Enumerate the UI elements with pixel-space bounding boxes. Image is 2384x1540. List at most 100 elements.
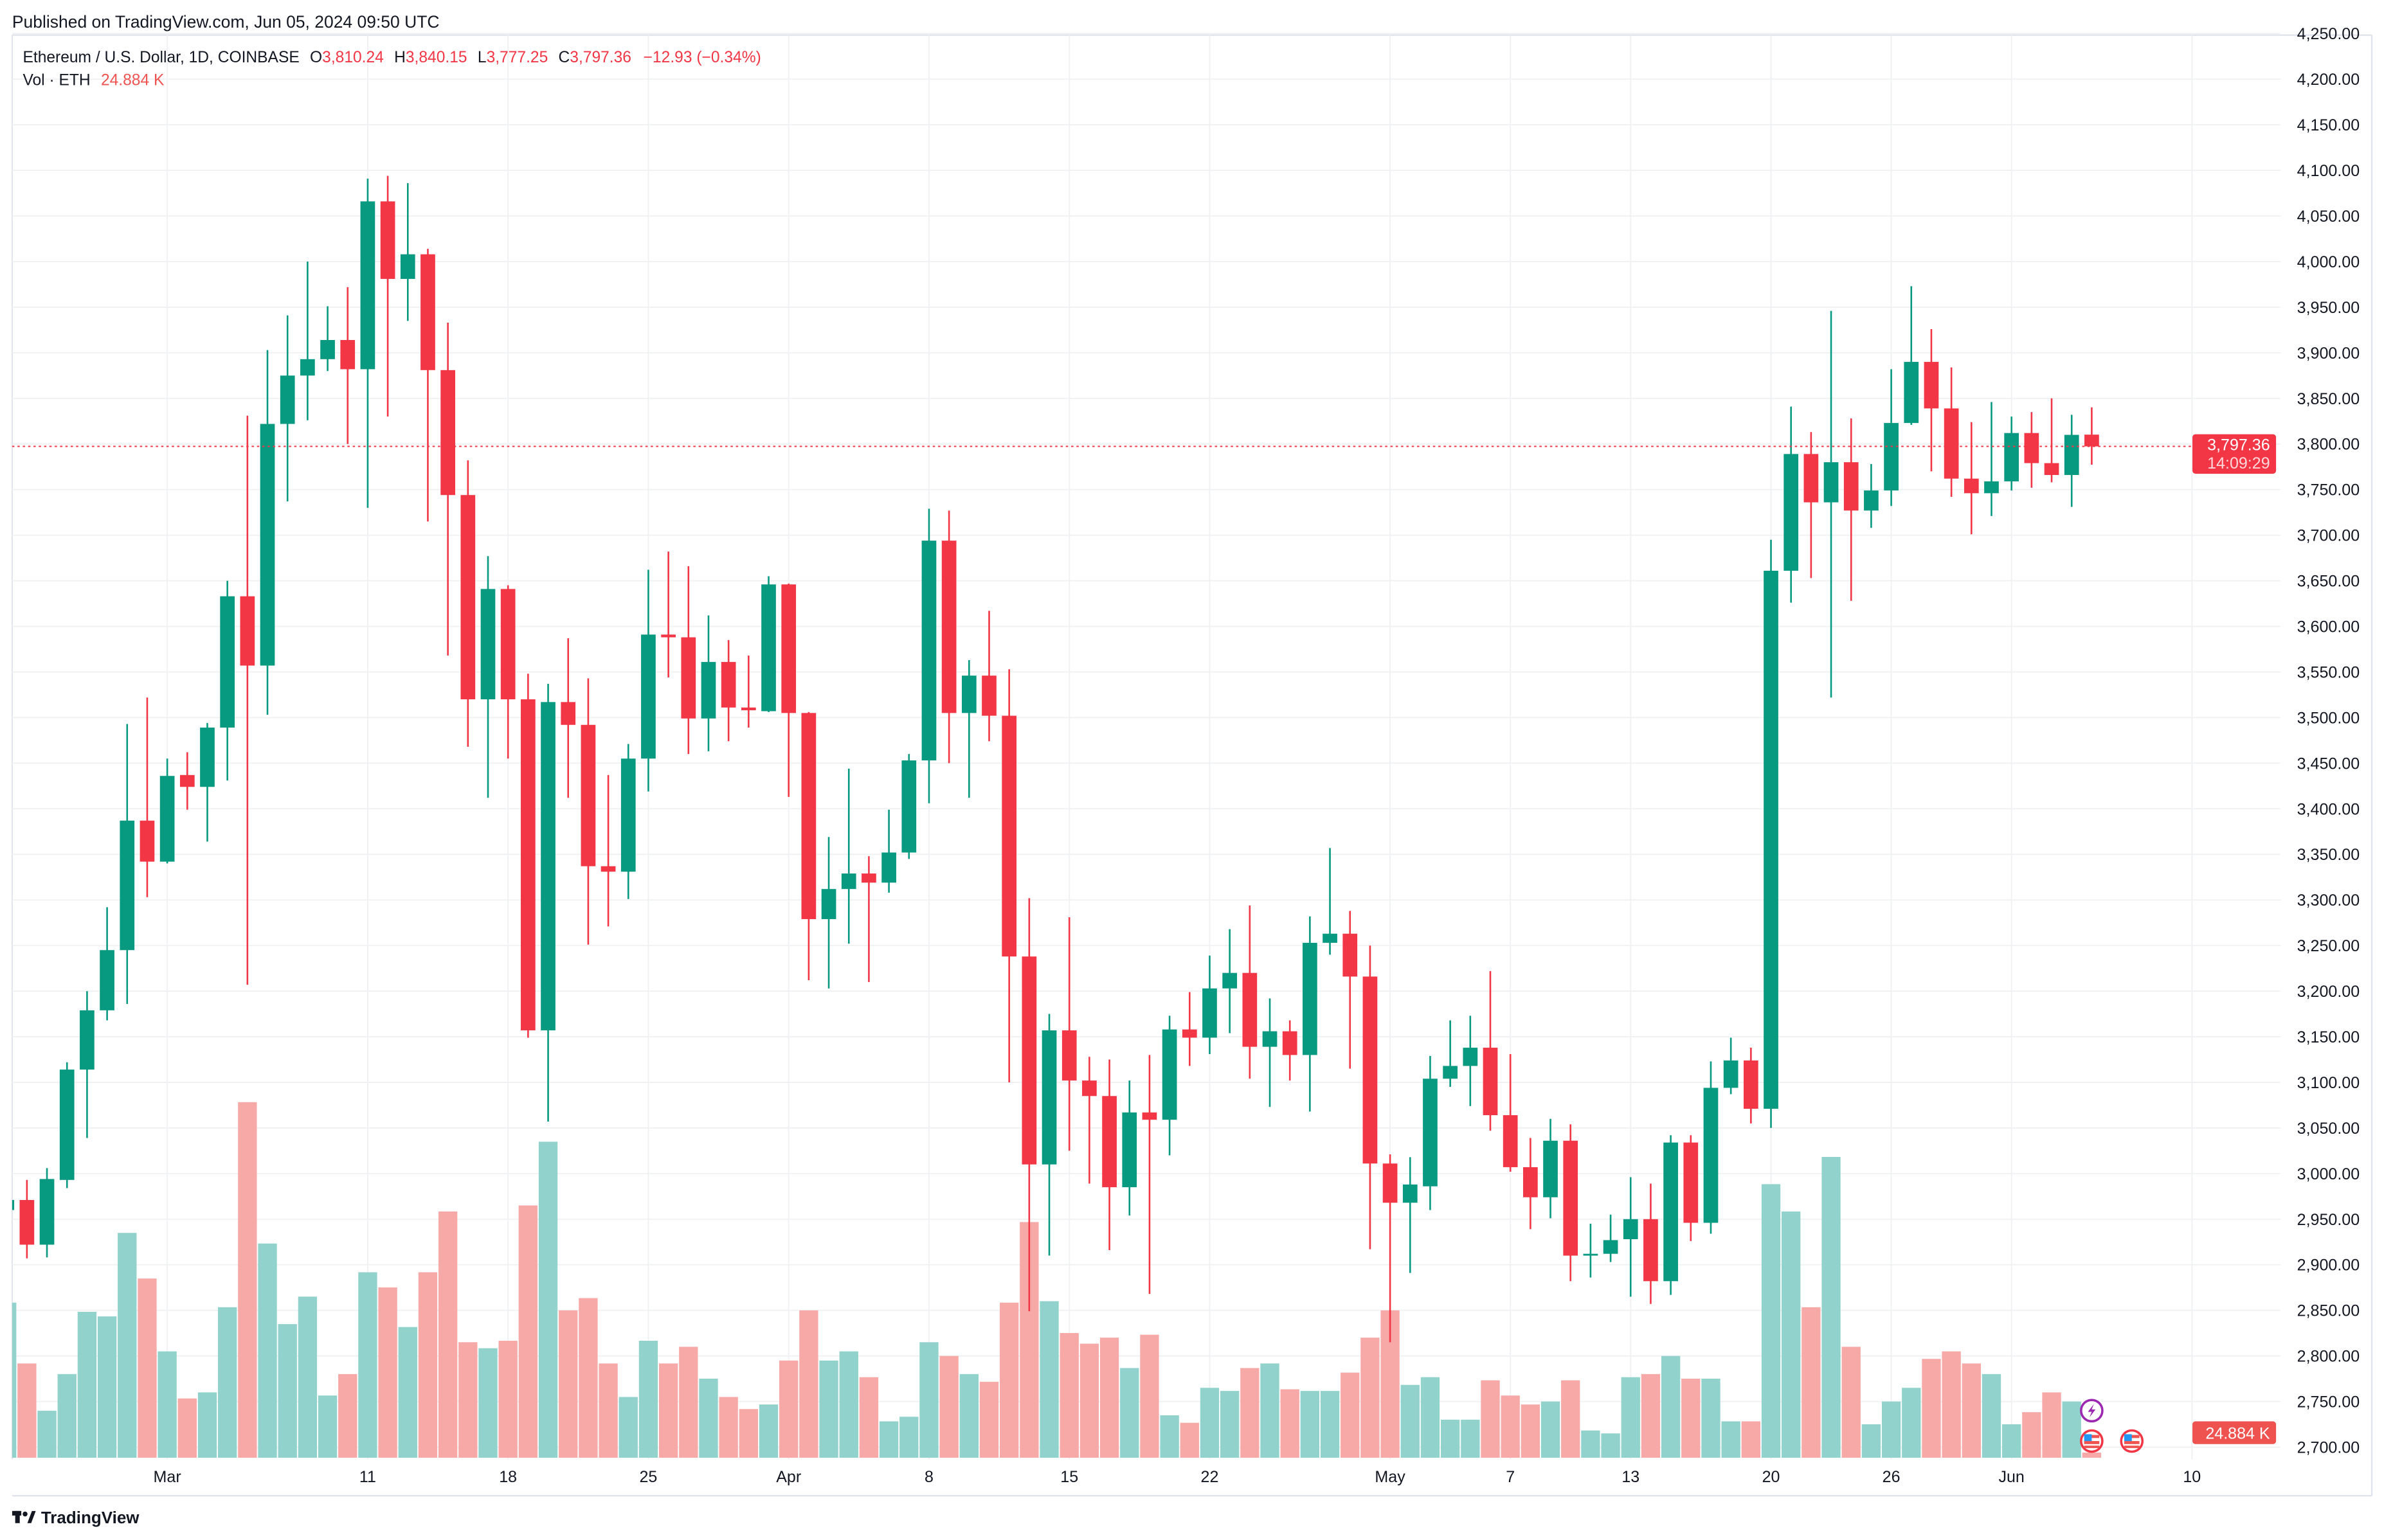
candle-body bbox=[1944, 408, 1959, 479]
candle bbox=[661, 551, 676, 677]
candle-body bbox=[1443, 1066, 1458, 1079]
y-tick-label: 2,800.00 bbox=[2297, 1348, 2360, 1366]
volume-bar bbox=[1120, 1368, 1139, 1458]
volume-bar bbox=[498, 1341, 518, 1458]
volume-bar bbox=[1761, 1184, 1781, 1458]
candle bbox=[1342, 911, 1358, 1069]
volume-bar bbox=[1360, 1338, 1380, 1458]
candle-body bbox=[901, 760, 917, 853]
candle bbox=[1623, 1177, 1638, 1297]
lightning-icon[interactable] bbox=[2080, 1399, 2104, 1423]
volume-bar bbox=[1841, 1347, 1861, 1458]
candle bbox=[39, 1168, 55, 1258]
volume-bar bbox=[1641, 1374, 1661, 1458]
candle-body bbox=[1864, 490, 1879, 511]
volume-bar bbox=[699, 1378, 718, 1458]
us-flag-icon[interactable] bbox=[2080, 1429, 2104, 1453]
candle bbox=[1323, 848, 1337, 955]
price-axis[interactable]: 4,250.00 4,200.00 4,150.00 4,100.00 4,050.00… bbox=[2297, 25, 2360, 1456]
candle-body bbox=[1884, 423, 1899, 491]
volume-bar bbox=[138, 1278, 157, 1458]
volume-bar bbox=[1400, 1384, 1420, 1458]
volume-tag: 24.884 K bbox=[2192, 1421, 2277, 1444]
candle-body bbox=[1743, 1060, 1758, 1109]
candle bbox=[841, 768, 856, 944]
candle-body bbox=[59, 1070, 75, 1180]
candle bbox=[1563, 1124, 1578, 1282]
candle-body bbox=[1803, 454, 1819, 503]
candle-body bbox=[1663, 1142, 1678, 1282]
candle-body bbox=[200, 728, 215, 787]
time-axis[interactable]: Mar 11 18 25 Apr 8 15 22 May 7 13 20 26 Jun 10 bbox=[154, 1468, 2201, 1486]
candle bbox=[1523, 1138, 1538, 1230]
volume-bar bbox=[979, 1381, 999, 1458]
candle bbox=[80, 991, 95, 1138]
y-tick-label: 3,650.00 bbox=[2297, 573, 2360, 591]
x-tick-label: May bbox=[1375, 1468, 1405, 1486]
candle-body bbox=[721, 661, 736, 708]
volume-bar bbox=[939, 1356, 959, 1458]
candle-body bbox=[260, 424, 275, 666]
us-flag-icon[interactable] bbox=[2120, 1429, 2144, 1453]
candle bbox=[1884, 369, 1899, 506]
candle-body bbox=[2004, 433, 2019, 481]
candle-body bbox=[440, 370, 455, 496]
candle bbox=[521, 674, 536, 1038]
candle bbox=[1483, 971, 1498, 1131]
volume-bar bbox=[2022, 1412, 2041, 1458]
candle bbox=[1443, 1020, 1458, 1088]
y-tick-label: 3,150.00 bbox=[2297, 1028, 2360, 1046]
candle bbox=[701, 615, 716, 751]
candle-body bbox=[681, 637, 696, 719]
x-tick-label: 8 bbox=[925, 1468, 934, 1486]
volume-bar bbox=[37, 1410, 57, 1458]
candle bbox=[1362, 945, 1378, 1249]
candle-body bbox=[500, 589, 516, 700]
candle bbox=[59, 1062, 75, 1188]
candle bbox=[1663, 1135, 1678, 1295]
y-tick-label: 3,400.00 bbox=[2297, 800, 2360, 818]
candle-body bbox=[1423, 1079, 1438, 1186]
candle-body bbox=[1723, 1060, 1738, 1088]
volume-bar bbox=[1501, 1395, 1520, 1458]
event-markers[interactable] bbox=[2080, 1399, 2144, 1453]
y-tick-label: 3,000.00 bbox=[2297, 1165, 2360, 1183]
volume-bar bbox=[1440, 1419, 1460, 1458]
volume-bar bbox=[1540, 1401, 1560, 1458]
candle bbox=[420, 249, 435, 522]
candle-body bbox=[620, 758, 636, 872]
current-price-value: 3,797.36 bbox=[2207, 436, 2270, 454]
y-tick-label: 2,850.00 bbox=[2297, 1302, 2360, 1320]
candle-body bbox=[2084, 434, 2099, 447]
candle-body bbox=[1483, 1048, 1498, 1116]
candle bbox=[1723, 1037, 1738, 1095]
candle-body bbox=[1924, 362, 1939, 409]
legend-volume-label: Vol · ETH bbox=[23, 72, 90, 89]
candle-body bbox=[1122, 1112, 1137, 1188]
volume-bar bbox=[1079, 1343, 1099, 1458]
candle-body bbox=[1643, 1219, 1658, 1282]
candle bbox=[1402, 1157, 1418, 1273]
candle-body bbox=[1783, 454, 1799, 571]
volume-bar bbox=[398, 1327, 417, 1458]
volume-bar bbox=[1802, 1307, 1821, 1458]
candle bbox=[1764, 539, 1778, 1128]
volume-bar bbox=[57, 1374, 77, 1458]
volume-bar bbox=[318, 1395, 338, 1458]
volume-bar bbox=[238, 1102, 257, 1458]
x-tick-label: 20 bbox=[1762, 1468, 1780, 1486]
candle-body bbox=[2064, 434, 2079, 475]
y-tick-label: 3,100.00 bbox=[2297, 1074, 2360, 1092]
candle bbox=[1783, 406, 1799, 603]
candle-body bbox=[541, 702, 555, 1031]
volume-bar bbox=[1341, 1372, 1360, 1458]
volume-bar bbox=[1922, 1359, 1941, 1458]
candle-body bbox=[581, 724, 596, 866]
candle-body bbox=[1102, 1096, 1117, 1188]
candle-body bbox=[1563, 1140, 1578, 1256]
y-tick-label: 3,950.00 bbox=[2297, 299, 2360, 317]
plot-area[interactable] bbox=[0, 175, 2193, 1458]
tradingview-logo[interactable]: TradingView bbox=[12, 1508, 140, 1527]
candle bbox=[1242, 905, 1258, 1079]
